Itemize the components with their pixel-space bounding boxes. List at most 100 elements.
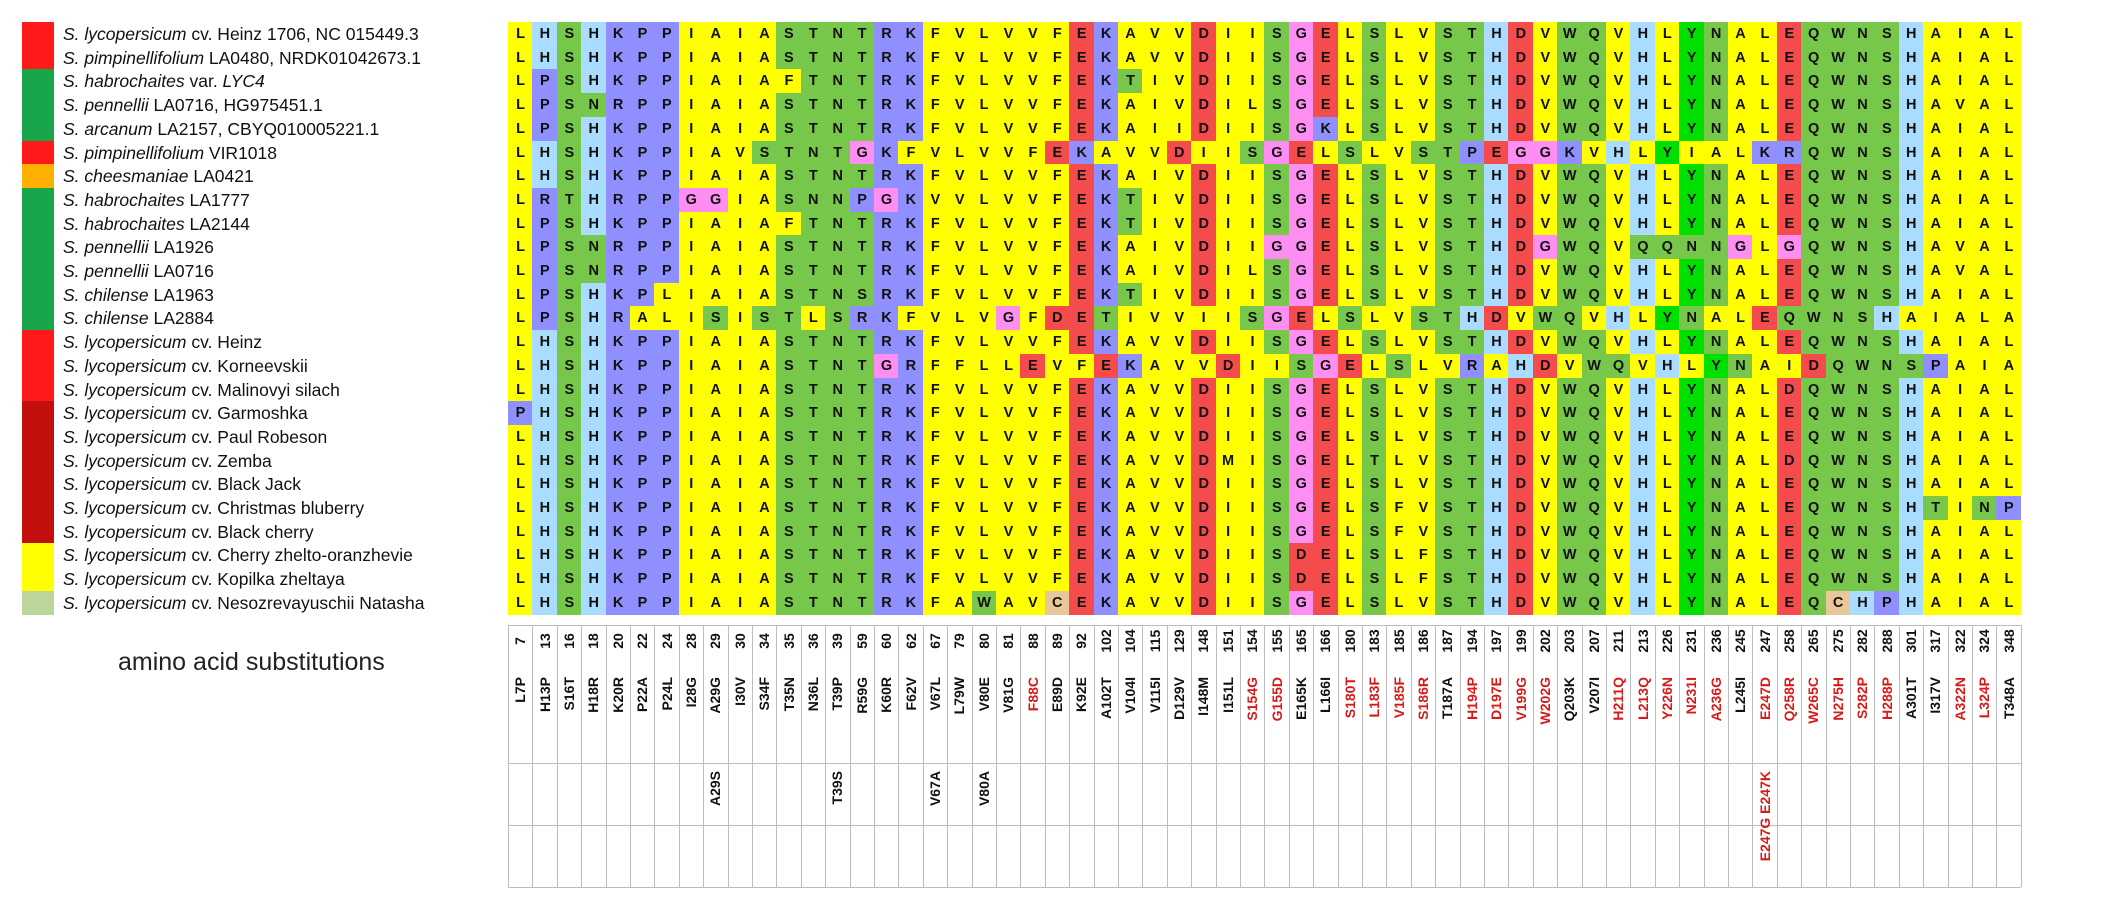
residue-cell: V xyxy=(1142,330,1168,355)
position-label: 80 xyxy=(975,632,992,649)
residue-cell: A xyxy=(1118,377,1143,402)
residue-cell: D xyxy=(1191,424,1217,450)
residue-cell: Q xyxy=(1801,93,1827,118)
residue-cell: S xyxy=(1874,519,1900,544)
residue-cell: V xyxy=(1606,22,1631,47)
residue-cell: I xyxy=(1947,22,1973,47)
residue-cell: V xyxy=(1606,187,1631,213)
residue-cell: A xyxy=(1484,353,1509,379)
residue-cell: L xyxy=(508,519,533,544)
residue-cell: K xyxy=(1093,543,1119,568)
residue-cell: V xyxy=(996,187,1021,213)
residue-cell: L xyxy=(1996,448,2022,473)
residue-cell: S xyxy=(1435,401,1461,426)
residue-cell: S xyxy=(1264,259,1290,284)
residue-cell: S xyxy=(1435,282,1461,307)
residue-cell: N xyxy=(1874,353,1900,379)
column-divider xyxy=(1508,624,1510,887)
residue-cell: L xyxy=(971,164,997,189)
residue-cell: I xyxy=(727,590,753,616)
residue-cell: P xyxy=(630,211,655,236)
residue-cell: N xyxy=(1850,45,1875,70)
residue-cell: E xyxy=(1069,69,1095,94)
residue-cell: D xyxy=(1508,496,1534,521)
residue-cell: L xyxy=(1752,259,1778,284)
residue-cell: S xyxy=(1264,282,1290,307)
residue-cell: H xyxy=(581,519,607,544)
residue-cell: S xyxy=(1264,93,1290,118)
column-divider xyxy=(1020,624,1022,887)
residue-cell: I xyxy=(1215,567,1241,592)
column-divider xyxy=(1825,624,1827,887)
residue-cell: R xyxy=(874,211,899,236)
residue-cell: V xyxy=(1532,496,1558,521)
residue-cell: I xyxy=(727,93,753,118)
residue-cell: A xyxy=(1923,543,1949,568)
residue-cell: V xyxy=(1142,496,1168,521)
residue-cell: N xyxy=(825,164,851,189)
residue-cell: E xyxy=(1069,424,1095,450)
residue-cell: S xyxy=(1362,424,1387,450)
residue-cell: S xyxy=(1362,93,1387,118)
residue-cell: P xyxy=(532,69,558,94)
residue-cell: S xyxy=(1435,45,1461,70)
residue-cell: P xyxy=(654,590,680,616)
residue-cell: E xyxy=(1313,567,1339,592)
residue-cell: W xyxy=(1825,45,1851,70)
residue-cell: D xyxy=(1508,448,1534,473)
residue-cell: Q xyxy=(1581,187,1607,213)
residue-cell: T xyxy=(800,211,826,236)
residue-cell: A xyxy=(1728,93,1753,118)
species-color-marker xyxy=(22,140,54,165)
residue-cell: L xyxy=(1996,45,2022,70)
residue-cell: A xyxy=(1728,401,1753,426)
residue-cell: N xyxy=(1825,306,1851,331)
residue-cell: A xyxy=(1972,282,1997,307)
position-label: 197 xyxy=(1488,628,1505,653)
residue-cell: L xyxy=(1337,93,1363,118)
species-color-marker xyxy=(22,590,54,615)
residue-cell: L xyxy=(1386,401,1412,426)
residue-cell: K xyxy=(1093,567,1119,592)
residue-cell: A xyxy=(1923,282,1949,307)
residue-cell: F xyxy=(1044,377,1070,402)
residue-cell: V xyxy=(947,519,973,544)
residue-cell: T xyxy=(800,259,826,284)
residue-cell: I xyxy=(1240,235,1265,260)
residue-cell: W xyxy=(1825,543,1851,568)
residue-cell: T xyxy=(1435,140,1461,165)
residue-cell: I xyxy=(727,448,753,473)
residue-cell: A xyxy=(752,519,777,544)
residue-cell: H xyxy=(532,543,558,568)
residue-cell: K xyxy=(1093,424,1119,450)
residue-cell: K xyxy=(605,211,631,236)
residue-cell: S xyxy=(1435,519,1461,544)
residue-cell: F xyxy=(1044,164,1070,189)
residue-cell: A xyxy=(1923,140,1949,165)
residue-cell: S xyxy=(556,259,582,284)
residue-cell: I xyxy=(1240,330,1265,355)
substitution-label: T187A xyxy=(1439,676,1456,719)
residue-cell: K xyxy=(1093,282,1119,307)
residue-cell: A xyxy=(1728,187,1753,213)
residue-cell: D xyxy=(1532,353,1558,379)
residue-cell: N xyxy=(825,187,851,213)
residue-cell: I xyxy=(678,496,704,521)
species-label: S. lycopersicum cv. Korneevskii xyxy=(63,355,308,376)
column-divider xyxy=(1898,624,1900,887)
residue-cell: S xyxy=(776,93,802,118)
residue-cell: V xyxy=(1606,330,1631,355)
residue-cell: K xyxy=(605,116,631,142)
residue-cell: H xyxy=(1484,235,1509,260)
column-divider xyxy=(1532,624,1534,887)
residue-cell: P xyxy=(1874,590,1900,616)
residue-cell: H xyxy=(1484,282,1509,307)
residue-cell: S xyxy=(1435,93,1461,118)
residue-cell: K xyxy=(605,543,631,568)
residue-cell: E xyxy=(1313,543,1339,568)
residue-cell: H xyxy=(1898,116,1924,142)
residue-cell: W xyxy=(971,590,997,616)
residue-cell: A xyxy=(703,259,729,284)
residue-cell: I xyxy=(1142,69,1168,94)
residue-cell: L xyxy=(1386,116,1412,142)
